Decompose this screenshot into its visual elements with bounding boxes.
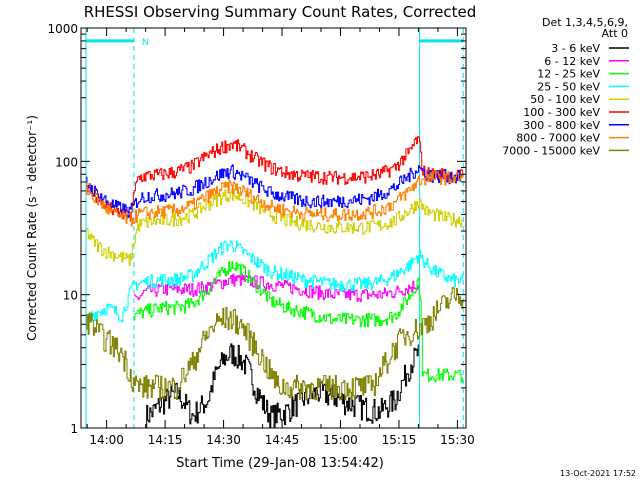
legend-label: 300 - 800 keV: [523, 119, 600, 132]
series-line: [86, 136, 464, 222]
night-markers: N: [85, 28, 464, 428]
series-line: [86, 170, 464, 227]
legend-label: 3 - 6 keV: [551, 42, 600, 55]
series-line: [86, 189, 464, 266]
legend-label: 7000 - 15000 keV: [502, 144, 600, 157]
axes-frame: [80, 27, 467, 429]
y-tick-label: 10: [63, 289, 78, 303]
y-tick-label: 1: [70, 422, 78, 436]
legend-header-line-2: Att 0: [602, 27, 628, 40]
series-line: [86, 240, 464, 323]
x-tick-label: 14:30: [206, 433, 241, 447]
x-tick-label: 14:15: [148, 433, 183, 447]
plot-area: [81, 28, 466, 428]
series-line: [86, 164, 464, 218]
x-tick-label: 14:00: [89, 433, 124, 447]
legend-label: 100 - 300 keV: [523, 106, 600, 119]
night-flag-label: N: [142, 38, 149, 48]
y-tick-label: 1000: [47, 22, 78, 36]
axes: 14:00 14:15 14:30 14:45 15:00 15:15 15:30 1 10 10…: [47, 22, 474, 447]
legend-label: 25 - 50 keV: [537, 80, 600, 93]
series-line: [145, 343, 419, 429]
x-tick-label: 15:30: [440, 433, 475, 447]
legend-label: 50 - 100 keV: [530, 93, 600, 106]
x-tick-label: 15:00: [323, 433, 358, 447]
plot-background: [81, 28, 466, 428]
series-line: [133, 273, 419, 303]
y-tick-label: 100: [55, 155, 78, 169]
y-axis-label: Corrected Count Rate (s⁻¹ detector⁻¹): [25, 115, 39, 341]
legend-header-line-1: Det 1,3,4,5,6,9,: [542, 16, 628, 29]
legend-label: 12 - 25 keV: [537, 68, 600, 81]
x-axis-label: Start Time (29-Jan-08 13:54:42): [176, 456, 384, 471]
series-lines: [86, 136, 464, 429]
x-tick-label: 15:15: [382, 433, 417, 447]
x-tick-label: 14:45: [265, 433, 300, 447]
legend-label: 800 - 7000 keV: [516, 132, 600, 145]
legend-label: 6 - 12 keV: [544, 55, 600, 68]
chart-title: RHESSI Observing Summary Count Rates, Co…: [84, 3, 477, 21]
timestamp: 13-Oct-2021 17:52: [560, 469, 636, 478]
series-line: [86, 287, 464, 402]
series-line: [133, 261, 463, 383]
